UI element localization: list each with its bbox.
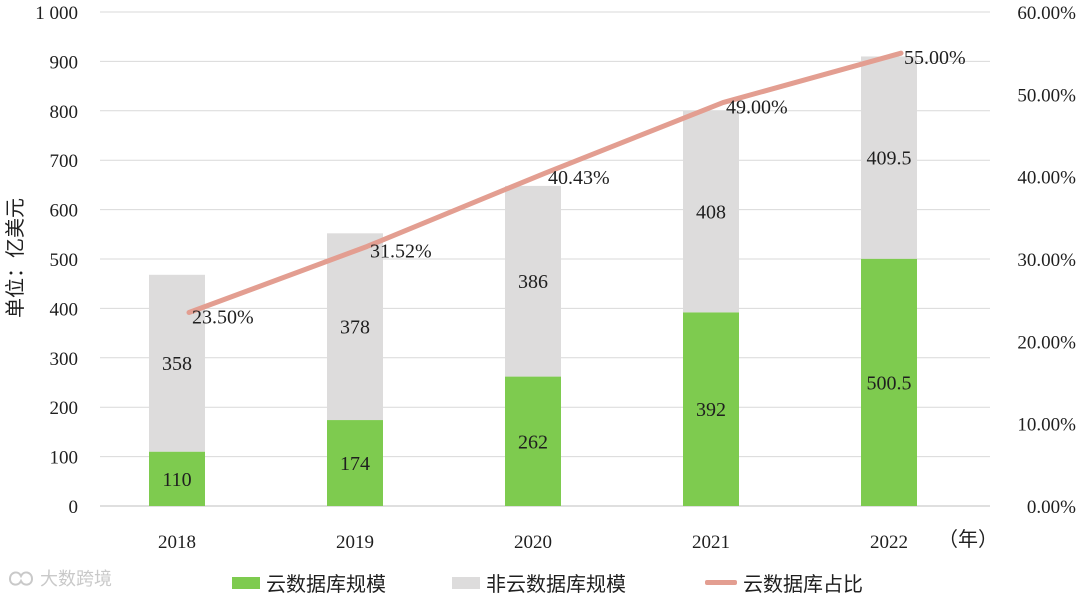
bar-non-cloud: [683, 110, 739, 313]
bar-label-cloud: 110: [162, 469, 191, 491]
y2-tick-label: 40.00%: [1017, 168, 1076, 189]
legend-swatch-cloud: [232, 576, 260, 589]
bars: 110 358 174 378 262 386 392 408 500.5 409.5: [149, 56, 917, 506]
share-line-label: 49.00%: [726, 97, 788, 119]
y-tick-label: 500: [50, 250, 79, 271]
legend-swatch-non-cloud: [452, 576, 480, 589]
bar-non-cloud: [327, 233, 383, 421]
x-tick-label: 2022: [870, 532, 908, 553]
bar-label-cloud: 262: [518, 431, 548, 453]
bar-cloud: [149, 451, 205, 506]
x-axis-ticks: 2018 2019 2020 2021 2022: [158, 532, 908, 553]
bar-non-cloud: [149, 274, 205, 452]
watermark-text: 大数跨境: [40, 569, 112, 590]
y-tick-label: 900: [50, 52, 79, 73]
watermark-logo-icon: [8, 571, 34, 586]
y2-tick-label: 10.00%: [1017, 415, 1076, 436]
y-tick-label: 0: [69, 497, 79, 518]
y-tick-label: 400: [50, 299, 79, 320]
x-axis-unit: （年）: [938, 527, 998, 551]
share-line-label: 40.43%: [548, 167, 610, 189]
left-axis-ticks: 0 100 200 300 400 500 600 700 800 900 1 000: [35, 3, 78, 518]
bar-cloud: [861, 258, 917, 506]
bar-cloud: [327, 420, 383, 506]
x-tick-label: 2020: [514, 532, 552, 553]
x-tick-label: 2019: [336, 532, 374, 553]
bar-label-non-cloud: 378: [340, 317, 370, 339]
bar-non-cloud: [505, 185, 561, 377]
bar-cloud: [505, 376, 561, 506]
y-tick-label: 200: [50, 398, 79, 419]
bar-label-non-cloud: 386: [518, 271, 548, 293]
y2-tick-label: 50.00%: [1017, 85, 1076, 106]
legend: 云数据库规模 非云数据库规模 云数据库占比: [0, 568, 1080, 598]
chart: 0 100 200 300 400 500 600 700 800 900 1 000 0.00% 1…: [3, 3, 1076, 553]
y-tick-label: 300: [50, 349, 79, 370]
y2-tick-label: 60.00%: [1017, 3, 1076, 24]
y-tick-label: 700: [50, 151, 79, 172]
share-line: 23.50% 31.52% 40.43% 49.00% 55.00%: [186, 47, 966, 329]
bar-label-non-cloud: 408: [696, 202, 726, 224]
bar-label-non-cloud: 358: [162, 353, 192, 375]
y2-tick-label: 30.00%: [1017, 250, 1076, 271]
legend-item-non-cloud: 非云数据库规模: [452, 568, 626, 597]
legend-item-share: 云数据库占比: [705, 568, 863, 597]
bar-label-cloud: 174: [340, 453, 370, 475]
y-tick-label: 100: [50, 448, 79, 469]
legend-label-share: 云数据库占比: [743, 572, 863, 596]
watermark: 大数跨境: [6, 565, 112, 591]
share-line-label: 23.50%: [192, 307, 254, 329]
y-tick-label: 800: [50, 102, 79, 123]
bar-cloud: [683, 312, 739, 506]
bar-label-cloud: 500.5: [867, 372, 912, 394]
share-line-path: [186, 50, 904, 316]
share-line-label: 31.52%: [370, 240, 432, 262]
legend-label-non-cloud: 非云数据库规模: [486, 572, 626, 596]
y-axis-label: 单位：亿美元: [3, 198, 27, 318]
legend-item-cloud: 云数据库规模: [232, 568, 386, 597]
x-tick-label: 2021: [692, 532, 730, 553]
y2-tick-label: 20.00%: [1017, 332, 1076, 353]
bar-non-cloud: [861, 56, 917, 259]
legend-swatch-share: [705, 580, 737, 585]
share-line-label: 55.00%: [904, 47, 966, 69]
y-tick-label: 600: [50, 201, 79, 222]
right-axis-ticks: 0.00% 10.00% 20.00% 30.00% 40.00% 50.00% 60.00…: [1017, 3, 1076, 518]
legend-label-cloud: 云数据库规模: [266, 572, 386, 596]
bar-label-cloud: 392: [696, 399, 726, 421]
bar-label-non-cloud: 409.5: [867, 148, 912, 170]
x-tick-label: 2018: [158, 532, 196, 553]
y-tick-label: 1 000: [35, 3, 78, 24]
y2-tick-label: 0.00%: [1027, 497, 1076, 518]
